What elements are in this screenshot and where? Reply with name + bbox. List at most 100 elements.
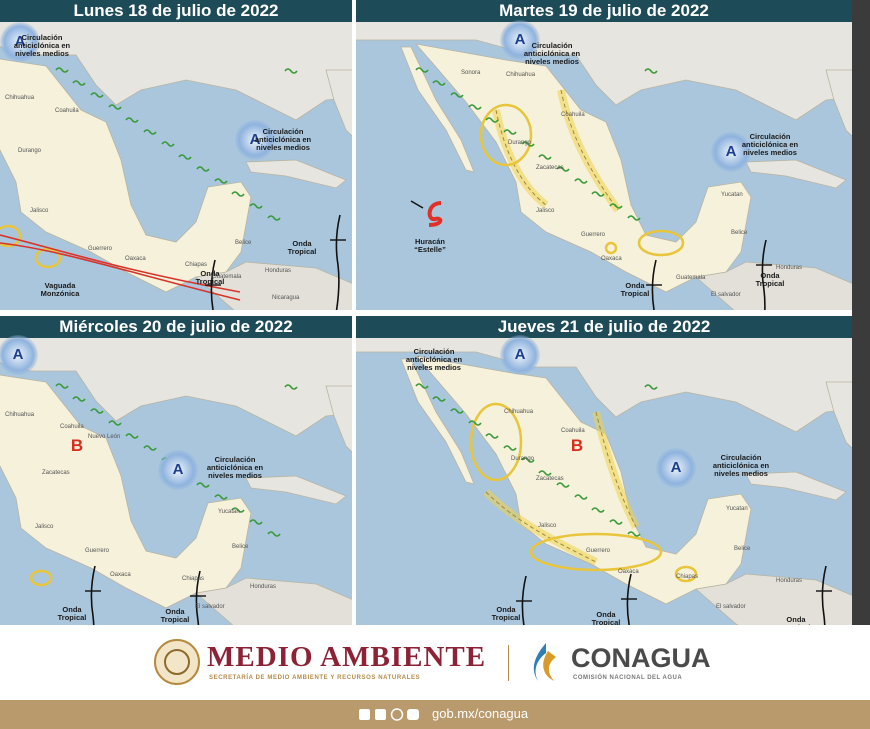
- landmass: [825, 381, 852, 449]
- map-label: Onda Tropical: [620, 281, 650, 298]
- rain-symbol: [125, 433, 139, 439]
- rain-symbol: [161, 141, 175, 147]
- map-panel: Jueves 21 de julio de 2022 A B A Chihuahua Co…: [356, 316, 852, 625]
- map-label: Vaguada Monzónica: [40, 281, 80, 298]
- rain-symbol: [591, 507, 605, 513]
- rain-symbol: [609, 519, 623, 525]
- map-label: Circulación anticiclónica en niveles med…: [741, 132, 799, 157]
- place-name: Honduras: [776, 578, 803, 584]
- rain-symbol: [108, 104, 122, 110]
- place-name: Oaxaca: [601, 256, 622, 262]
- place-name: Durango: [508, 140, 532, 146]
- place-name: Belice: [235, 240, 252, 246]
- rain-symbol: [108, 420, 122, 426]
- land: [0, 316, 352, 625]
- place-name: El salvador: [711, 292, 741, 298]
- place-name: Belice: [731, 230, 748, 236]
- place-name: Belice: [232, 544, 249, 550]
- rain-symbol: [72, 80, 86, 86]
- brand1: MEDIO AMBIENTE: [207, 641, 487, 673]
- brand1-sub: SECRETARÍA DE MEDIO AMBIENTE Y RECURSOS …: [209, 675, 421, 681]
- pressure-center: A: [500, 335, 540, 375]
- url[interactable]: gob.mx/conagua: [432, 706, 529, 721]
- place-name: Zacatecas: [536, 165, 564, 171]
- place-name: Chihuahua: [5, 95, 35, 101]
- rain-symbol: [267, 215, 281, 221]
- map-label: Onda Tropical: [287, 239, 317, 256]
- rain-zone: [479, 103, 533, 167]
- tropical-wave: [521, 575, 527, 625]
- rain-symbol: [591, 191, 605, 197]
- rain-symbol: [503, 129, 517, 135]
- landmass: [695, 573, 852, 625]
- place-name: Oaxaca: [125, 256, 146, 262]
- rain-symbol: [214, 494, 228, 500]
- map-label: Onda Tropical: [782, 615, 811, 626]
- rain-symbol: [267, 531, 281, 537]
- map-panel: Miércoles 20 de julio de 2022 A B A Chihuahu…: [0, 316, 352, 625]
- landmass: [325, 69, 352, 137]
- band-axis: [495, 109, 547, 206]
- footer: MEDIO AMBIENTE SECRETARÍA DE MEDIO AMBIE…: [0, 625, 870, 700]
- rain-symbol: [178, 154, 192, 160]
- landmass: [0, 316, 352, 437]
- rain-symbol: [485, 117, 499, 123]
- place-name: Durango: [18, 148, 42, 154]
- pressure-center: A: [656, 448, 696, 488]
- place-name: Honduras: [265, 268, 292, 274]
- tropical-wave: [335, 214, 341, 310]
- landmass: [745, 159, 847, 189]
- panel-title: Jueves 21 de julio de 2022: [356, 316, 852, 338]
- tropical-wave: [651, 259, 657, 310]
- landmass: [400, 358, 475, 485]
- social-icons: [359, 708, 419, 721]
- place-name: Guerrero: [586, 548, 611, 554]
- conagua-logo: [533, 643, 556, 681]
- place-name: Jalisco: [536, 208, 555, 214]
- rain-symbol: [55, 67, 69, 73]
- tropical-wave: [90, 565, 96, 625]
- place-name: El salvador: [716, 604, 746, 610]
- place-name: Guatemala: [676, 275, 706, 281]
- place-name: Coahuila: [561, 428, 585, 434]
- band-axis: [560, 89, 619, 211]
- rain-symbol: [450, 408, 464, 414]
- rain-symbol: [143, 129, 157, 135]
- tropical-wave: [210, 259, 216, 310]
- rain-symbol: [231, 507, 245, 513]
- landmass: [695, 261, 852, 310]
- pressure-center: A: [0, 22, 40, 62]
- place-name: Honduras: [250, 584, 277, 590]
- pressure-center: B: [570, 436, 584, 455]
- rain-symbol: [72, 396, 86, 402]
- hurricane-symbol: [427, 201, 443, 227]
- landmass: [0, 58, 252, 293]
- map-label: Circulación anticiclónica en niveles med…: [712, 453, 770, 478]
- place-name: Guerrero: [581, 232, 606, 238]
- place-name: Jalisco: [35, 524, 54, 530]
- map-label: Onda Tropical: [160, 607, 190, 624]
- rain-symbol: [415, 67, 429, 73]
- place-name: Sonora: [461, 70, 481, 76]
- landmass: [400, 46, 475, 173]
- rain-symbol: [196, 482, 210, 488]
- tropical-wave: [761, 239, 767, 310]
- brand2: CONAGUA: [571, 643, 711, 673]
- rain-symbol: [538, 154, 552, 160]
- landmass: [325, 385, 352, 453]
- rain-symbol: [556, 166, 570, 172]
- rain-symbol: [538, 470, 552, 476]
- rain-symbol: [125, 117, 139, 123]
- place-name: Coahuila: [60, 424, 84, 430]
- landmass: [356, 316, 852, 433]
- rain-zone: [674, 565, 698, 583]
- side-strip: [852, 0, 870, 625]
- rain-symbol: [521, 457, 535, 463]
- pressure-center: B: [70, 436, 84, 455]
- map-label: Circulación anticiclónica en niveles med…: [206, 455, 264, 480]
- rain-zone: [34, 247, 62, 269]
- place-name: Chiapas: [185, 262, 208, 268]
- rain-symbol: [90, 408, 104, 414]
- landmass: [245, 475, 347, 505]
- motion-arrow: [410, 200, 424, 209]
